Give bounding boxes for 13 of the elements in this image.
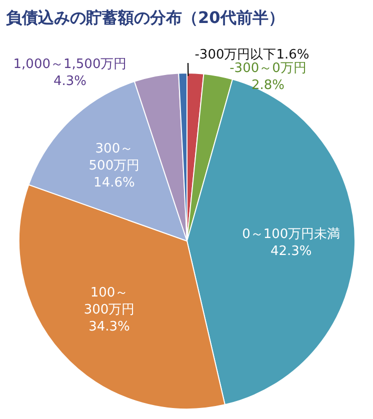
data-label: 1.6% — [276, 48, 310, 62]
data-label: 42.3% — [270, 244, 312, 260]
data-label: 4.3% — [53, 74, 87, 89]
slice-label: 300～500万円 — [88, 140, 141, 175]
slice-label: -300万円以下 — [194, 48, 276, 62]
slice-label: 0～100万円未満 — [242, 227, 340, 242]
data-label: 34.3% — [88, 320, 130, 335]
data-label: 2.8% — [251, 78, 285, 93]
slice-label: -300～0万円 — [230, 61, 306, 76]
data-label: 14.6% — [94, 176, 135, 191]
chart-title: 負債込みの貯蓄額の分布（20代前半） — [6, 8, 284, 29]
slice-label: 100～300万円 — [82, 284, 136, 319]
slice-label: 1,000～1,500万円 — [13, 57, 127, 72]
